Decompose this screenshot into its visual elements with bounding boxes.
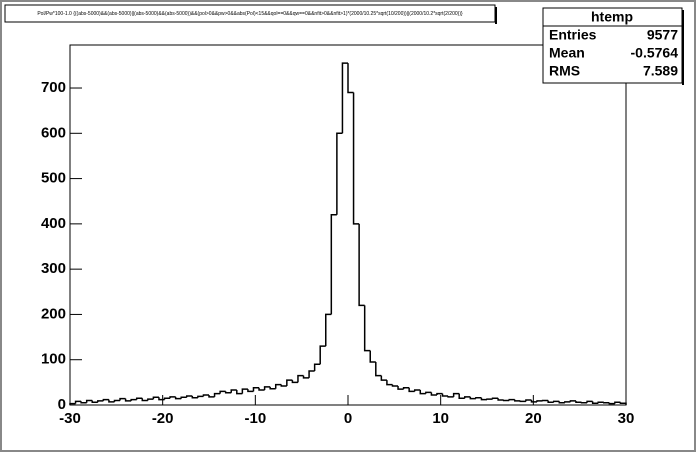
x-tick-label: 10 [432,410,449,427]
x-tick-label: 20 [525,410,542,427]
y-tick-label: 700 [41,79,66,96]
x-tick-label: -20 [152,410,174,427]
x-tick-label: -10 [244,410,266,427]
stats-value: 9577 [647,27,678,43]
y-tick-label: 500 [41,170,66,187]
title-shadow [495,7,497,24]
stats-label: Mean [549,45,585,61]
y-tick-label: 600 [41,124,66,141]
x-tick-label: -30 [59,410,81,427]
chart-title: Pol/Pw*100-1.0 {((abs-5000)&&(abs-5000)|… [37,11,463,17]
plot-frame [70,45,626,405]
stats-shadow [682,10,684,85]
y-tick-label: 200 [41,305,66,322]
stats-value: 7.589 [643,63,678,79]
y-tick-label: 400 [41,215,66,232]
stats-label: Entries [549,27,597,43]
stats-title: htemp [591,9,633,25]
stats-value: -0.5764 [631,45,679,61]
stats-label: RMS [549,63,580,79]
y-tick-label: 300 [41,260,66,277]
y-tick-label: 100 [41,351,66,368]
x-tick-label: 30 [618,410,635,427]
x-tick-label: 0 [344,410,352,427]
